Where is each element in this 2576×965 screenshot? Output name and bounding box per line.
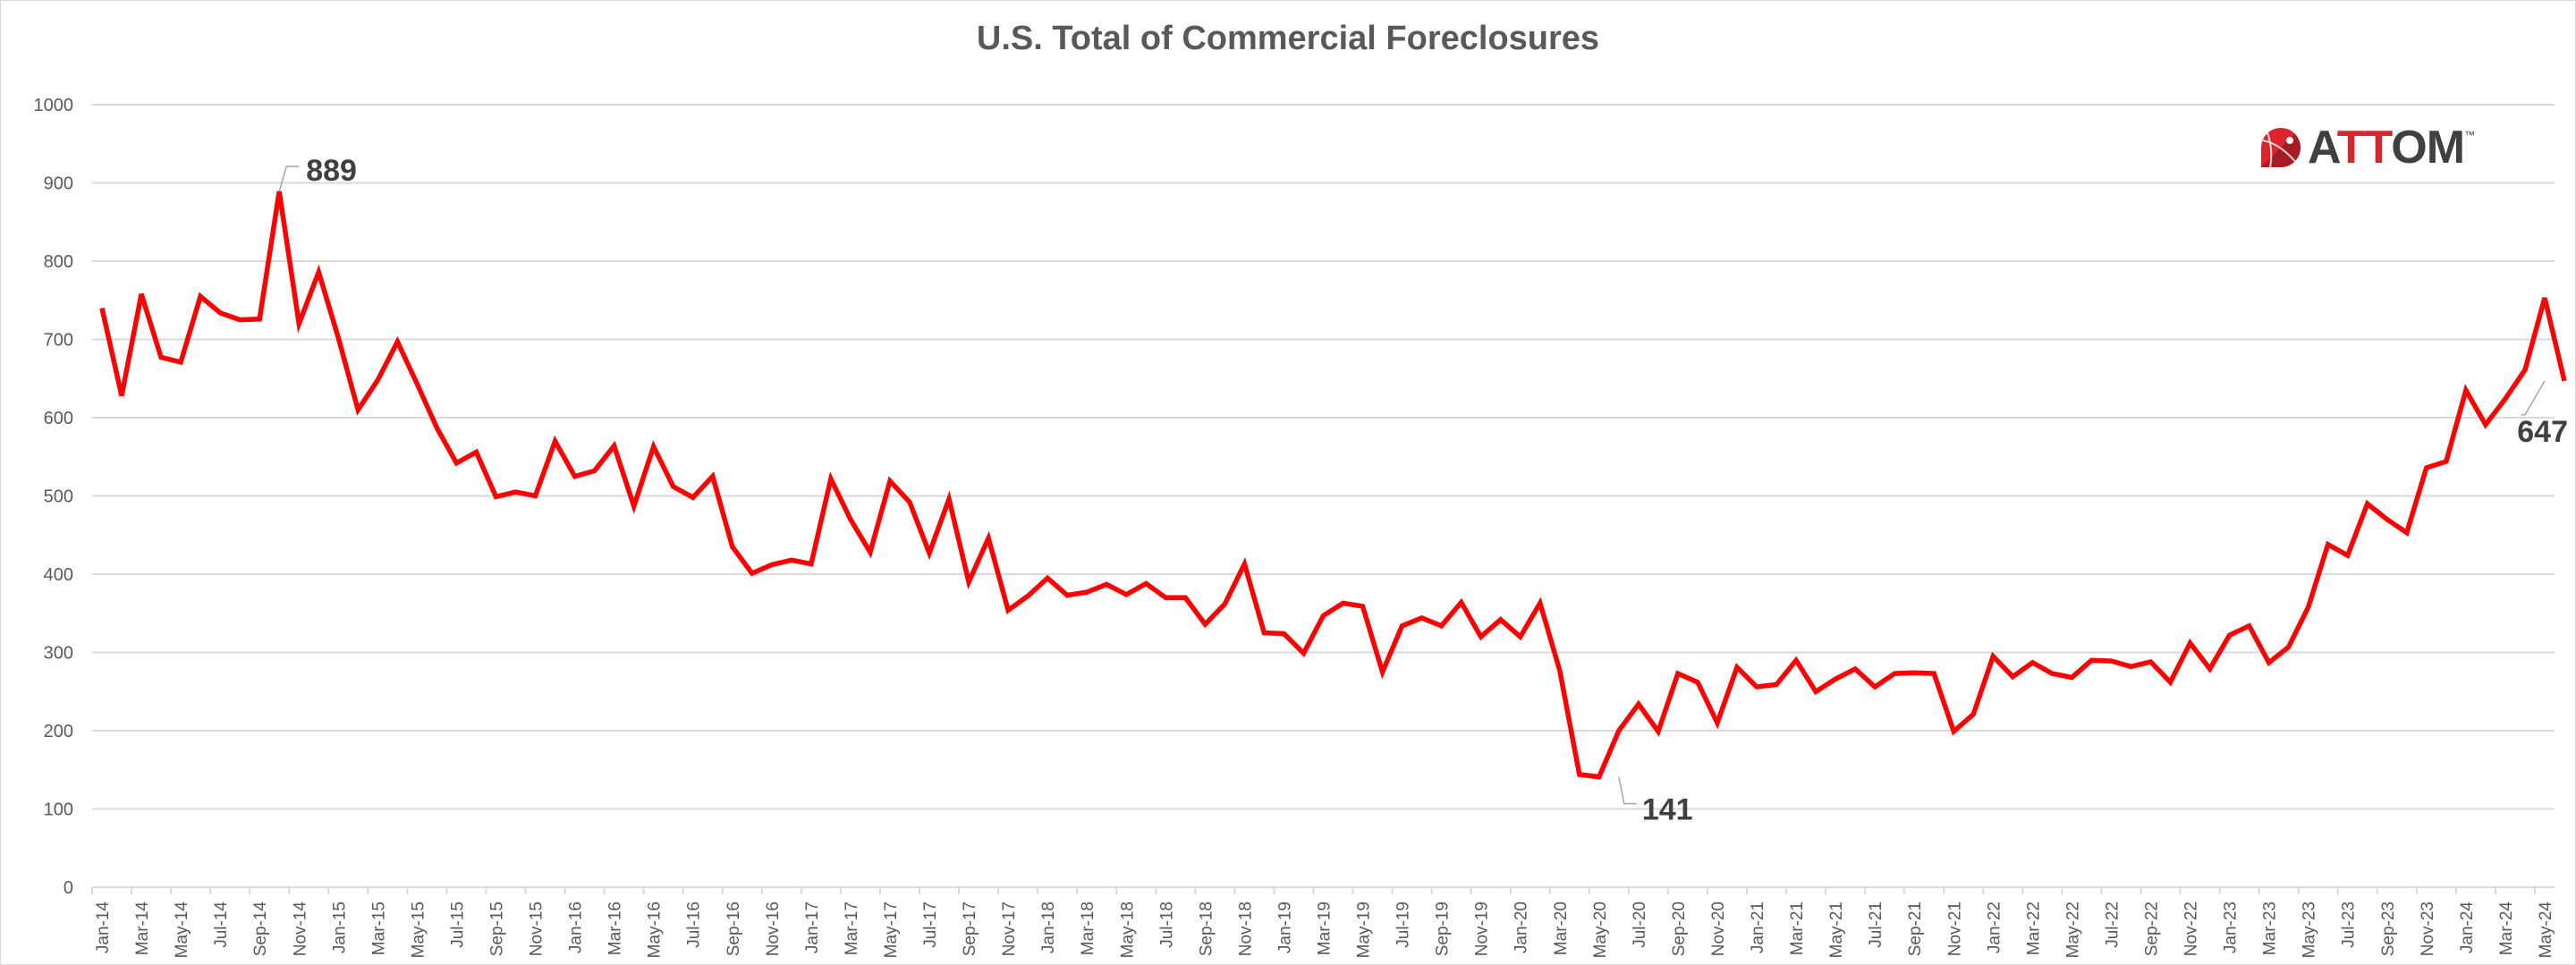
globe-icon: [2261, 128, 2301, 167]
x-tick-label: May-16: [646, 902, 665, 958]
x-tick-label: Sep-15: [487, 902, 506, 956]
annotation-leader: [1618, 776, 1637, 805]
x-tick-label: Jan-18: [1039, 902, 1058, 953]
x-tick-label: Jul-16: [685, 902, 704, 948]
x-tick-label: Nov-23: [2419, 902, 2437, 956]
x-tick-label: Jul-18: [1157, 902, 1176, 948]
y-tick-label: 800: [44, 252, 73, 272]
annotation-leader: [2521, 380, 2546, 416]
x-tick-label: Jul-23: [2340, 902, 2359, 948]
x-tick-label: Sep-21: [1906, 902, 1925, 956]
x-tick-label: May-14: [173, 902, 191, 959]
y-tick-label: 1000: [34, 96, 74, 115]
x-tick-label: Mar-17: [843, 902, 861, 955]
annotation-label: 647: [2517, 415, 2568, 449]
logo-text: ATTOM: [2308, 122, 2465, 174]
x-tick-label: Jul-19: [1394, 902, 1413, 948]
x-tick-label: Sep-18: [1197, 902, 1216, 956]
x-tick-label: Nov-18: [1236, 902, 1255, 956]
x-tick-label: Jan-17: [803, 902, 822, 953]
x-tick-label: Jan-23: [2222, 902, 2241, 953]
x-tick-label: Nov-19: [1473, 902, 1492, 956]
x-tick-label: Mar-19: [1316, 902, 1335, 955]
x-tick-label: Sep-19: [1434, 902, 1453, 956]
x-tick-label: Jul-21: [1867, 902, 1885, 948]
x-tick-label: Jan-15: [330, 902, 349, 953]
x-tick-label: Jan-16: [567, 902, 586, 953]
y-tick-label: 0: [64, 878, 73, 898]
data-line: [99, 190, 2567, 780]
x-tick-label: Nov-21: [1945, 902, 1964, 956]
x-tick-label: May-23: [2301, 902, 2319, 958]
annotation-leader: [278, 165, 300, 192]
x-tick-label: Mar-15: [369, 902, 388, 955]
x-tick-label: Jan-24: [2458, 902, 2477, 954]
x-tick-label: Jul-17: [921, 902, 940, 948]
x-tick-label: May-19: [1355, 902, 1374, 958]
x-tick-label: Mar-16: [606, 902, 625, 955]
x-tick-label: May-20: [1591, 902, 1610, 958]
x-tick-label: Sep-22: [2143, 902, 2162, 956]
y-tick-label: 400: [44, 565, 73, 585]
x-tick-label: Sep-14: [251, 902, 270, 957]
x-tick-label: Mar-14: [133, 902, 152, 956]
y-tick-label: 300: [44, 644, 73, 664]
x-tick-label: Mar-18: [1079, 902, 1097, 955]
x-tick-label: Sep-23: [2379, 902, 2398, 956]
x-tick-label: May-22: [2063, 902, 2082, 958]
x-tick-label: Jul-22: [2103, 902, 2122, 948]
x-tick-label: May-15: [409, 902, 428, 958]
x-tick-label: Mar-23: [2261, 902, 2280, 955]
y-tick-label: 600: [44, 409, 73, 428]
x-tick-label: Jul-14: [212, 902, 231, 948]
y-tick-label: 700: [44, 331, 73, 351]
x-tick-label: May-18: [1118, 902, 1137, 958]
x-tick-label: Sep-16: [724, 902, 743, 956]
chart-title: U.S. Total of Commercial Foreclosures: [976, 20, 1600, 57]
x-tick-label: May-17: [882, 902, 901, 958]
x-tick-label: Jul-20: [1631, 902, 1649, 948]
x-tick-label: Jan-21: [1749, 902, 1767, 953]
annotation-label: 889: [306, 154, 357, 188]
x-tick-label: Sep-17: [961, 902, 979, 956]
x-tick-label: Nov-16: [764, 902, 783, 956]
trademark-symbol: ™: [2464, 129, 2476, 141]
x-tick-label: May-24: [2537, 902, 2555, 959]
x-tick-label: Nov-14: [291, 902, 309, 957]
x-tick-label: Nov-22: [2182, 902, 2201, 956]
x-tick-label: Nov-15: [528, 902, 547, 956]
x-tick-label: Jul-15: [448, 902, 467, 948]
x-tick-label: Nov-17: [1000, 902, 1019, 956]
x-tick-label: Jan-22: [1985, 902, 2004, 953]
x-tick-label: May-21: [1827, 902, 1846, 958]
x-tick-label: Mar-20: [1552, 902, 1571, 955]
x-tick-label: Jan-20: [1513, 902, 1531, 953]
x-tick-label: Nov-20: [1709, 902, 1728, 956]
x-tick-label: Mar-24: [2497, 902, 2516, 956]
x-tick-label: Sep-20: [1670, 902, 1689, 956]
annotation-label: 141: [1642, 793, 1693, 827]
x-tick-label: Mar-21: [1788, 902, 1807, 955]
y-tick-label: 100: [44, 800, 73, 820]
attom-logo: ATTOM ™: [2261, 122, 2476, 174]
y-tick-label: 200: [44, 722, 73, 741]
x-tick-label: Jan-19: [1275, 902, 1294, 953]
x-tick-label: Jan-14: [94, 902, 113, 954]
y-tick-label: 900: [44, 174, 73, 194]
x-tick-label: Mar-22: [2024, 902, 2043, 955]
y-tick-label: 500: [44, 487, 73, 507]
